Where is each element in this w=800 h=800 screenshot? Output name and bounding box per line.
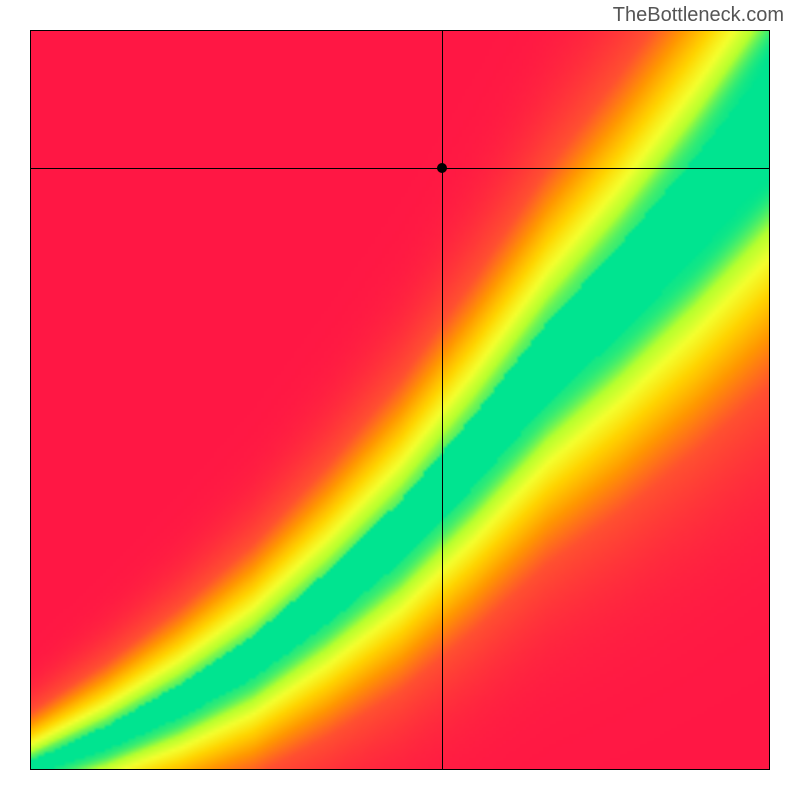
heatmap-canvas (31, 31, 769, 769)
selection-marker (437, 163, 447, 173)
chart-container: { "attribution": "TheBottleneck.com", "c… (0, 0, 800, 800)
plot-frame (30, 30, 770, 770)
crosshair-vertical (442, 31, 443, 769)
crosshair-horizontal (31, 168, 769, 169)
attribution-label: TheBottleneck.com (613, 4, 784, 27)
